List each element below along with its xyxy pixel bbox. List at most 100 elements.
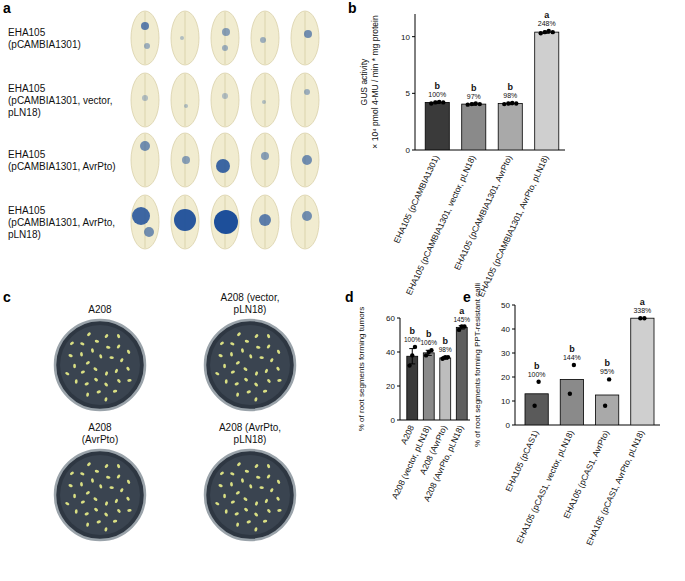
panel-letter: a: [3, 0, 11, 16]
root-segment: [69, 471, 74, 476]
root-segment: [223, 494, 226, 498]
gus-stain: [216, 159, 230, 173]
root-segment: [241, 348, 245, 353]
plate-dish: [55, 320, 145, 410]
plate-label: A208 (AvrPto,: [219, 422, 281, 433]
row-label: (pCAMBIA1301, AvrPto): [8, 161, 116, 172]
root-segment: [75, 379, 78, 384]
plate-medium: [60, 325, 140, 405]
gus-stain: [141, 22, 149, 30]
root-segment: [94, 507, 99, 512]
replicate-point: [474, 101, 478, 105]
root-segment: [80, 342, 85, 346]
root-segment: [259, 356, 264, 359]
root-segment: [254, 464, 259, 469]
replicate-point: [433, 100, 437, 104]
root-segment: [254, 371, 258, 376]
gus-stain: [302, 155, 312, 165]
axis-title: × 10⁴ pmol 4-MU / min * mg protein: [370, 15, 380, 149]
y-tick: [512, 377, 515, 378]
row-label: pLN18): [8, 229, 41, 240]
root-segment: [215, 371, 220, 376]
gus-stain: [132, 207, 150, 225]
root-segment: [249, 484, 253, 489]
root-segment: [80, 352, 83, 357]
root-segment: [86, 392, 89, 397]
root-segment: [230, 370, 235, 374]
root-segment: [219, 341, 224, 346]
y-tick-label: 30: [501, 349, 510, 358]
y-tick-label: 10: [501, 397, 510, 406]
replicate-point: [424, 353, 428, 357]
leaf-midrib: [225, 12, 226, 64]
replicate-point: [429, 348, 433, 352]
root-segment: [254, 527, 258, 532]
plate-label: pLN18): [234, 434, 267, 445]
root-segment: [263, 389, 268, 393]
root-segment: [244, 507, 249, 512]
significance-letter: b: [604, 358, 610, 368]
significance-letter: b: [534, 361, 540, 371]
leaf-blade: [211, 73, 239, 127]
leaf: [171, 195, 199, 249]
replicate-point: [457, 328, 461, 332]
replicate-point: [547, 29, 551, 33]
root-segment: [127, 509, 132, 512]
root-segment: [230, 472, 235, 476]
percent-label: 98%: [503, 92, 517, 99]
root-segment: [236, 462, 241, 467]
significance-letter: b: [435, 81, 441, 91]
plate-dish: [205, 320, 295, 410]
y-tick-label: 60: [386, 314, 395, 323]
bar: [456, 327, 467, 420]
root-segment: [104, 382, 109, 387]
leaf: [251, 11, 279, 65]
plate-label: A208 (vector,: [221, 292, 280, 303]
plate: [205, 320, 295, 410]
root-segment: [65, 371, 70, 376]
y-tick: [397, 386, 400, 387]
plate-medium: [210, 455, 290, 535]
root-segment: [276, 366, 281, 371]
percent-label: 98%: [439, 346, 452, 353]
gus-stain: [260, 37, 266, 43]
y-tick: [397, 318, 400, 319]
root-segment: [69, 341, 74, 346]
x-tick-label: EHA105 (pCAS1, AvrPto, pLN18): [584, 428, 646, 547]
root-segment: [109, 486, 114, 489]
leaf: [131, 195, 159, 249]
root-segment: [256, 346, 261, 350]
replicate-point: [506, 101, 510, 105]
x-tick-label: EHA105 (pCAMBIA1301, vector, pLN18): [404, 153, 478, 296]
leaf-midrib: [305, 12, 306, 64]
root-segment: [254, 512, 259, 517]
root-segment: [114, 368, 118, 373]
replicate-point: [510, 101, 514, 105]
replicate-point: [603, 404, 607, 408]
y-tick-label: 40: [386, 348, 395, 357]
leaf: [291, 73, 319, 127]
root-segment: [96, 520, 101, 524]
leaf-blade: [131, 73, 159, 127]
root-segment: [75, 509, 78, 514]
root-segment: [84, 382, 89, 386]
root-segment: [246, 390, 251, 394]
row-label: EHA105: [8, 27, 46, 38]
leaf-blade: [131, 195, 159, 249]
root-segment: [276, 479, 281, 484]
root-segment: [266, 508, 271, 513]
panel-letter: b: [348, 0, 357, 16]
root-segment: [93, 367, 98, 372]
gus-stain: [304, 30, 312, 38]
root-segment: [215, 501, 220, 506]
x-tick-label: A208 (AvrPto, pLN18): [421, 423, 465, 503]
bar: [525, 394, 548, 425]
leaf-blade: [251, 133, 279, 187]
gus-stain: [262, 100, 266, 104]
leaf-blade: [251, 195, 279, 249]
root-segment: [96, 390, 101, 394]
root-segment: [244, 377, 249, 382]
root-segment: [276, 496, 281, 501]
plate-medium: [210, 325, 290, 405]
x-tick-label: EHA105 (pCAS1): [503, 428, 540, 493]
